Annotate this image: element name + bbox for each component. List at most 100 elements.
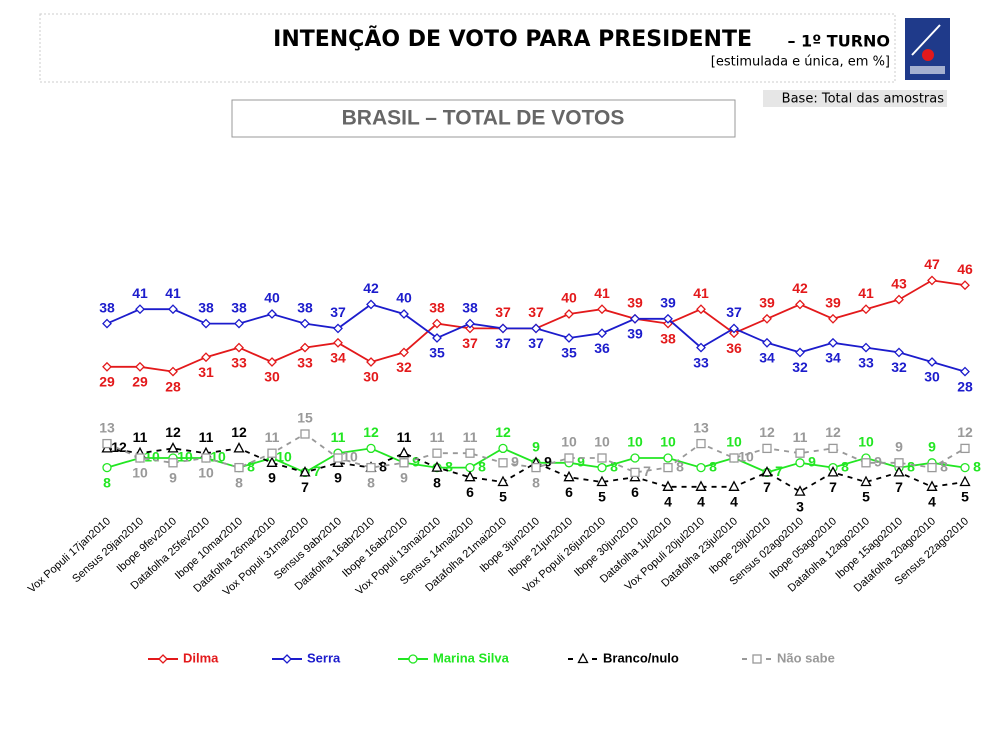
data-label: 36 bbox=[726, 340, 742, 356]
data-label: 7 bbox=[313, 463, 321, 479]
marker bbox=[795, 347, 805, 358]
marker bbox=[465, 318, 475, 329]
data-label: 37 bbox=[495, 304, 511, 320]
marker bbox=[102, 462, 112, 473]
marker bbox=[102, 438, 112, 449]
data-label: 41 bbox=[165, 285, 181, 301]
marker bbox=[861, 304, 871, 315]
data-label: 31 bbox=[198, 364, 214, 380]
data-label: 11 bbox=[463, 429, 478, 445]
data-label: 7 bbox=[829, 479, 837, 495]
marker bbox=[300, 318, 310, 329]
marker bbox=[267, 448, 277, 458]
marker bbox=[762, 337, 772, 348]
data-label: 9 bbox=[400, 470, 408, 486]
data-label: 37 bbox=[726, 304, 742, 320]
marker bbox=[267, 309, 277, 319]
marker bbox=[795, 448, 805, 458]
data-label: 8 bbox=[445, 458, 453, 474]
marker bbox=[234, 342, 244, 353]
data-label: 10 bbox=[561, 434, 577, 450]
series-line bbox=[106, 447, 966, 493]
data-label: 37 bbox=[528, 335, 544, 351]
marker bbox=[564, 333, 574, 343]
legend-item: Serra bbox=[272, 650, 341, 665]
data-label: 8 bbox=[709, 458, 717, 474]
marker bbox=[366, 443, 376, 454]
marker bbox=[168, 366, 178, 377]
data-label: 40 bbox=[264, 290, 280, 306]
data-label: 12 bbox=[231, 424, 247, 440]
data-label: 28 bbox=[957, 378, 973, 394]
data-label: 11 bbox=[265, 429, 280, 445]
data-label: 39 bbox=[627, 295, 643, 311]
base-note-box bbox=[763, 90, 947, 107]
marker bbox=[366, 357, 376, 367]
data-label: 9 bbox=[532, 439, 540, 455]
chart-title: INTENÇÃO DE VOTO PARA PRESIDENTE bbox=[273, 26, 752, 52]
data-label: 7 bbox=[301, 479, 309, 495]
data-label: 10 bbox=[726, 434, 742, 450]
data-label: 42 bbox=[363, 280, 379, 296]
marker bbox=[597, 304, 607, 315]
header-box bbox=[39, 13, 896, 83]
title-suffix: – 1º TURNO bbox=[787, 32, 890, 51]
data-label: 4 bbox=[664, 494, 672, 510]
marker bbox=[234, 318, 244, 329]
marker bbox=[893, 466, 905, 477]
marker bbox=[135, 361, 145, 372]
data-label: 3 bbox=[796, 498, 804, 514]
marker bbox=[860, 475, 872, 487]
data-label: 38 bbox=[429, 299, 445, 315]
data-label: 43 bbox=[891, 275, 907, 291]
marker bbox=[399, 458, 409, 468]
marker bbox=[399, 347, 409, 358]
legend-label: Marina Silva bbox=[433, 650, 510, 665]
marker bbox=[563, 470, 575, 482]
marker bbox=[729, 323, 739, 334]
data-label: 8 bbox=[973, 458, 981, 474]
data-label: 5 bbox=[862, 489, 870, 505]
data-label: 8 bbox=[532, 474, 540, 490]
data-label: 8 bbox=[379, 458, 387, 474]
data-label: 13 bbox=[693, 419, 709, 435]
data-label: 5 bbox=[961, 489, 969, 505]
marker bbox=[498, 443, 508, 454]
data-label: 9 bbox=[808, 454, 816, 470]
data-label: 38 bbox=[231, 299, 247, 315]
data-label: 9 bbox=[511, 454, 519, 470]
data-label: 29 bbox=[132, 374, 148, 390]
data-label: 32 bbox=[396, 359, 412, 375]
marker bbox=[464, 470, 476, 482]
data-label: 8 bbox=[367, 474, 375, 490]
marker bbox=[201, 352, 211, 363]
data-label: 33 bbox=[297, 354, 313, 370]
data-label: 9 bbox=[169, 470, 177, 486]
marker bbox=[960, 462, 970, 473]
data-label: 35 bbox=[429, 345, 445, 361]
data-label: 33 bbox=[693, 354, 709, 370]
marker bbox=[366, 462, 376, 473]
marker bbox=[432, 318, 442, 329]
legend-label: Serra bbox=[307, 650, 341, 665]
data-label: 10 bbox=[594, 434, 610, 450]
legend-marker bbox=[577, 652, 589, 664]
marker bbox=[333, 453, 343, 463]
marker bbox=[168, 458, 178, 468]
marker bbox=[399, 309, 409, 319]
marker bbox=[960, 280, 970, 291]
marker bbox=[960, 443, 970, 454]
marker bbox=[729, 453, 739, 463]
marker bbox=[266, 456, 278, 467]
data-label: 10 bbox=[858, 434, 874, 450]
data-label: 32 bbox=[891, 359, 907, 375]
data-label: 32 bbox=[792, 359, 808, 375]
marker bbox=[795, 458, 805, 468]
data-label: 6 bbox=[565, 484, 573, 500]
data-label: 4 bbox=[730, 494, 738, 510]
data-label: 9 bbox=[268, 470, 276, 486]
data-label: 8 bbox=[841, 458, 849, 474]
data-label: 10 bbox=[738, 449, 754, 465]
marker bbox=[696, 342, 706, 353]
data-label: 34 bbox=[759, 350, 775, 366]
